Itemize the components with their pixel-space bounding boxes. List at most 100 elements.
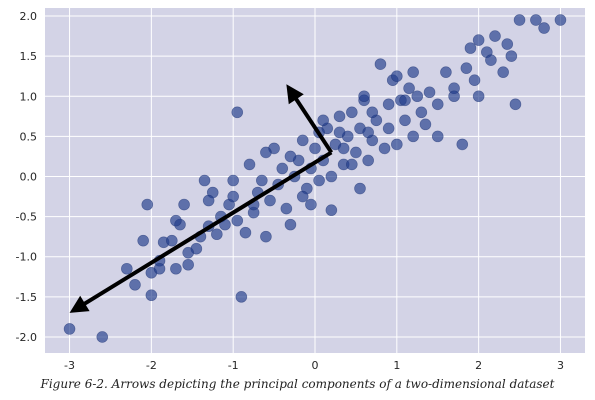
data-point <box>472 34 485 46</box>
data-point <box>198 174 211 187</box>
data-point <box>260 146 272 159</box>
data-point <box>378 142 391 155</box>
y-axis-ticks: -2.0 -1.5 -1.0 -0.5 0.0 0.5 1.0 1.5 2.0 <box>16 10 37 344</box>
data-point <box>489 30 501 42</box>
y-tick-label: 2.0 <box>20 10 38 23</box>
data-point <box>362 126 374 139</box>
data-point <box>137 234 149 247</box>
data-point <box>350 146 362 159</box>
data-point <box>423 86 436 99</box>
data-point <box>284 150 297 163</box>
data-point <box>374 58 387 70</box>
data-point <box>346 106 358 119</box>
data-point <box>170 262 182 275</box>
data-point <box>431 98 444 111</box>
grid <box>45 8 585 353</box>
data-point <box>411 90 424 103</box>
data-point <box>382 122 395 135</box>
data-point <box>472 90 485 103</box>
y-tick-label: -0.5 <box>16 211 37 224</box>
data-point <box>358 90 370 103</box>
data-point <box>182 258 194 271</box>
data-point <box>440 66 452 78</box>
principal-component-arrow <box>286 84 334 154</box>
data-point <box>231 106 244 119</box>
data-point <box>211 228 223 241</box>
data-point <box>407 130 419 143</box>
data-point <box>485 54 497 66</box>
data-point <box>362 154 374 167</box>
data-point <box>530 14 542 26</box>
data-point <box>366 106 379 119</box>
data-point <box>456 138 469 151</box>
data-point <box>513 14 526 26</box>
data-point <box>129 279 141 291</box>
data-point <box>296 190 309 203</box>
data-point <box>145 289 158 302</box>
data-point <box>333 126 346 139</box>
data-point <box>448 90 460 103</box>
data-point <box>202 194 215 207</box>
x-axis-ticks: -3 -2 -1 0 1 2 3 <box>64 359 564 372</box>
data-point <box>497 66 509 78</box>
x-tick-label: 0 <box>312 359 319 372</box>
principal-component-arrows <box>69 84 334 313</box>
y-tick-label: -1.0 <box>16 251 37 264</box>
data-point <box>231 214 244 227</box>
data-point <box>235 291 248 303</box>
data-point <box>399 94 411 107</box>
data-point <box>464 42 477 54</box>
data-point <box>333 110 346 123</box>
data-point <box>431 130 444 143</box>
data-point <box>141 198 154 211</box>
y-tick-label: 0.0 <box>20 170 38 183</box>
figure-caption: Figure 6-2. Arrows depicting the princip… <box>40 377 555 391</box>
data-point <box>415 106 428 119</box>
data-point <box>296 134 309 147</box>
y-tick-label: -2.0 <box>16 331 37 344</box>
data-point <box>382 98 395 111</box>
data-point <box>305 198 317 211</box>
data-point <box>260 230 272 243</box>
data-point <box>284 218 297 231</box>
data-point <box>399 114 411 127</box>
data-point <box>166 234 178 247</box>
data-point <box>313 174 325 187</box>
data-point <box>501 38 514 50</box>
data-point <box>403 82 415 95</box>
y-tick-label: 1.0 <box>20 90 38 103</box>
data-point <box>256 174 268 187</box>
x-tick-label: 3 <box>557 359 564 372</box>
x-tick-label: -1 <box>228 359 239 372</box>
y-tick-label: 0.5 <box>20 130 38 143</box>
principal-component-arrow <box>69 150 333 313</box>
data-point <box>391 70 403 82</box>
data-point <box>538 22 550 34</box>
data-point <box>264 194 276 207</box>
data-point <box>317 114 329 127</box>
data-point <box>227 174 239 187</box>
data-point <box>182 246 194 259</box>
x-tick-label: 2 <box>475 359 482 372</box>
x-tick-label: -3 <box>64 359 75 372</box>
x-tick-label: -2 <box>146 359 157 372</box>
y-tick-label: -1.5 <box>16 291 37 304</box>
data-point <box>280 202 293 215</box>
data-point <box>354 182 366 195</box>
data-point <box>505 50 518 62</box>
y-tick-label: 1.5 <box>20 50 38 63</box>
data-point <box>153 262 166 275</box>
data-point <box>554 14 567 26</box>
data-point <box>419 118 432 131</box>
data-point <box>276 162 289 175</box>
data-points <box>63 14 567 343</box>
data-point <box>239 226 252 239</box>
data-point <box>96 331 109 343</box>
data-point <box>325 170 338 183</box>
data-point <box>243 158 256 171</box>
data-point <box>509 98 522 111</box>
data-point <box>227 190 239 203</box>
x-tick-label: 1 <box>393 359 400 372</box>
data-point <box>309 142 321 155</box>
